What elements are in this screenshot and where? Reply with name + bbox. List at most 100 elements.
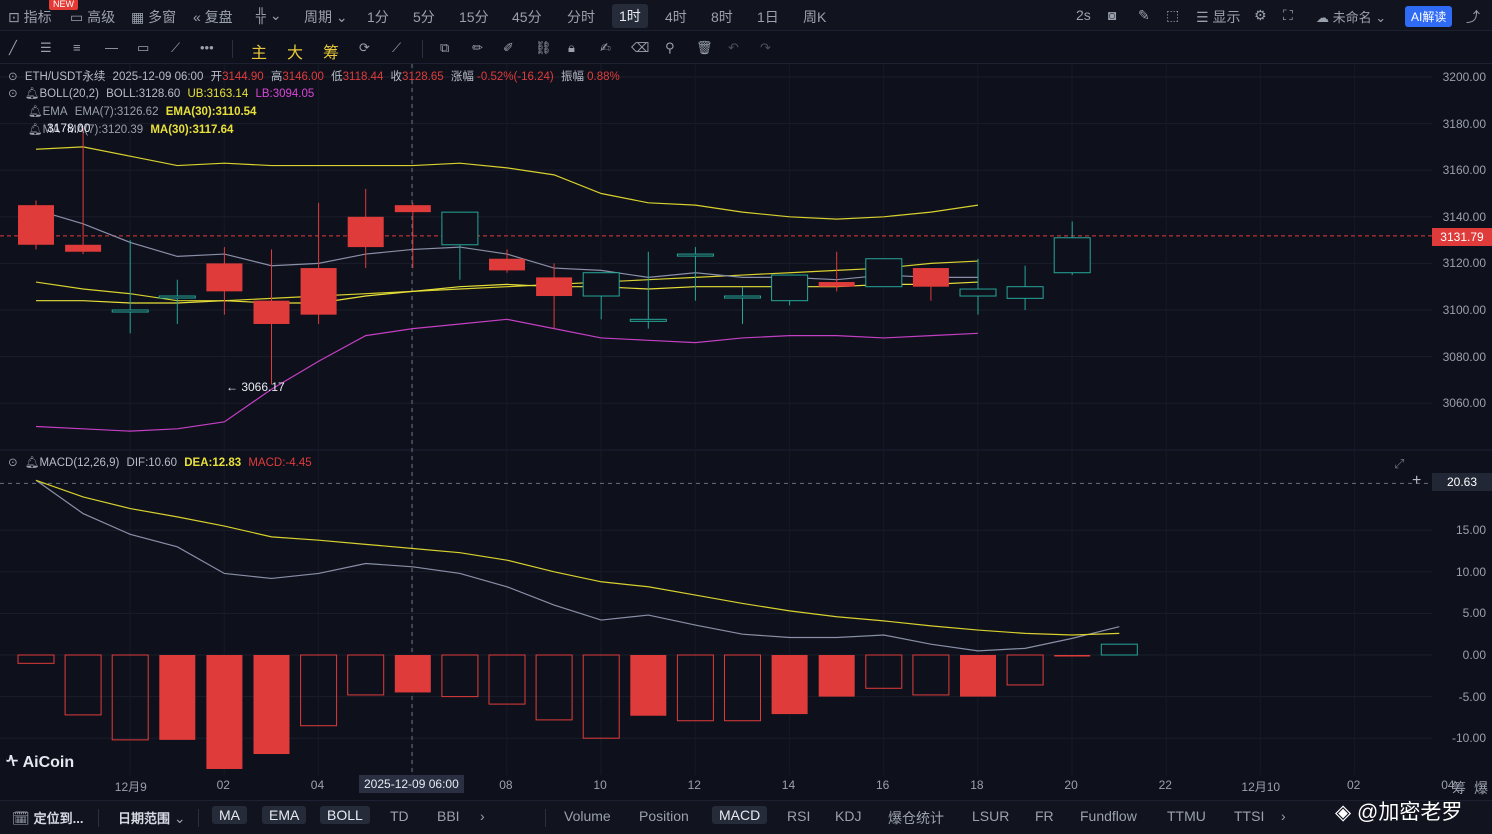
trendline-icon[interactable]: ╱	[9, 40, 17, 55]
chart-canvas[interactable]	[0, 64, 1492, 776]
timeframe-45m[interactable]: 45分	[512, 9, 542, 25]
sub-indicator-lsur[interactable]: LSUR	[972, 808, 1010, 824]
time-axis-label: 10	[593, 778, 607, 792]
main-indicator-bbi[interactable]: BBI	[437, 808, 460, 824]
sub-indicator-volume[interactable]: Volume	[564, 808, 611, 824]
bell-icon[interactable]: 🔔︎	[28, 106, 43, 118]
refresh-interval[interactable]: 2s	[1076, 7, 1091, 23]
note-icon[interactable]: ✍	[600, 40, 611, 55]
sub-indicator-ttsi[interactable]: TTSI	[1234, 808, 1265, 824]
replay-menu[interactable]: « 复盘	[193, 7, 233, 27]
sub-indicator-position[interactable]: Position	[639, 808, 689, 824]
select-icon[interactable]: ⬚	[1166, 7, 1180, 23]
ema-legend: 🔔︎EMA EMA(7):3126.62 EMA(30):3110.54	[28, 104, 260, 118]
period-menu[interactable]: 周期 ⌄	[304, 7, 348, 27]
sub-indicator-fr[interactable]: FR	[1035, 808, 1054, 824]
macd-axis-label: -5.00	[1458, 689, 1486, 704]
link-icon[interactable]: ⛓	[535, 40, 552, 55]
chevron-right-icon[interactable]: ›	[480, 808, 485, 824]
bell-icon[interactable]: 🔔︎	[28, 124, 43, 136]
main-indicator-ema[interactable]: EMA	[262, 806, 307, 824]
locate-button[interactable]: 🗓︎ 定位到...	[12, 808, 84, 827]
boll-lb-value: LB:3094.05	[255, 88, 315, 100]
timeframe-week[interactable]: 周K	[803, 9, 827, 25]
ai-analysis-button[interactable]: AI解读	[1405, 6, 1453, 27]
indicator-menu[interactable]: ⊡ 指标	[8, 7, 52, 27]
sync-icon[interactable]: ⟳	[359, 40, 370, 55]
timeframe-4h[interactable]: 4时	[665, 9, 687, 25]
sub-indicator-rsi[interactable]: RSI	[787, 808, 811, 824]
collapse-icon[interactable]: ⊙	[8, 457, 18, 469]
timeframe-intraday[interactable]: 分时	[567, 9, 595, 25]
price-axis-label: 3200.00	[1442, 70, 1486, 84]
pen-icon[interactable]: ✏	[472, 40, 483, 55]
timeframe-5m[interactable]: 5分	[413, 9, 435, 25]
collapse-icon[interactable]: ⊙	[8, 71, 18, 83]
collapse-icon[interactable]: ⊙	[8, 88, 18, 100]
timeframe-1h[interactable]: 1时	[612, 4, 648, 28]
ma-legend: 🔔︎MA MA(7):3120.39 MA(30):3117.64	[28, 122, 237, 136]
horizontal-line-icon[interactable]: —	[105, 40, 118, 55]
fullscreen-icon[interactable]: ⛶	[1283, 7, 1293, 23]
chevron-down-icon: ⌄	[173, 810, 186, 826]
binance-logo-icon: ◈	[1335, 801, 1352, 824]
chart-type-menu[interactable]: ╬ ⌄	[256, 7, 282, 24]
amplitude-label: 振幅	[560, 71, 584, 83]
sub-indicator-kdj[interactable]: KDJ	[835, 808, 862, 824]
aicoin-watermark: ᠰ AiCoin	[6, 744, 74, 772]
brush-icon[interactable]: ✐	[503, 40, 514, 55]
measure-icon[interactable]: ⟋	[392, 40, 402, 55]
edit-icon[interactable]: ✎	[1138, 7, 1150, 23]
rectangle-icon[interactable]: ▭	[137, 40, 150, 55]
main-indicator-ma[interactable]: MA	[212, 806, 247, 824]
copy-icon[interactable]: ⧉	[440, 40, 450, 55]
undo-icon[interactable]: ↶	[728, 40, 739, 55]
liquidation-corner-label[interactable]: 爆	[1474, 780, 1488, 796]
trash-icon[interactable]: 🗑︎	[696, 40, 713, 55]
divider	[545, 809, 546, 827]
maximize-pane-icon[interactable]: ⤢	[1394, 456, 1405, 471]
horizontal-lines-icon[interactable]: ≡	[73, 40, 81, 55]
eraser-icon[interactable]: ⌫	[631, 40, 650, 55]
main-force-tool[interactable]: 主	[251, 45, 268, 62]
macd-bar	[159, 655, 196, 740]
display-menu[interactable]: ☰ 显示	[1196, 7, 1240, 27]
sub-indicator-fundflow[interactable]: Fundflow	[1080, 808, 1137, 824]
timeframe-15m[interactable]: 15分	[459, 9, 489, 25]
layout-menu[interactable]: ☁ 未命名 ⌄	[1316, 7, 1386, 26]
ema30-value: EMA(30):3110.54	[165, 106, 257, 118]
timeframe-8h[interactable]: 8时	[711, 9, 733, 25]
parallel-lines-icon[interactable]: ☰	[40, 40, 52, 55]
timeframe-1m[interactable]: 1分	[367, 9, 389, 25]
settings-icon[interactable]: ⚙	[1254, 7, 1267, 23]
add-icon[interactable]: +	[1412, 472, 1422, 489]
advanced-menu[interactable]: ▭ 高级	[70, 7, 115, 27]
boll-name: BOLL(20,2)	[39, 88, 99, 100]
chip-corner-label[interactable]: 筹	[1452, 780, 1466, 796]
share-icon[interactable]: ⤴	[1466, 9, 1480, 25]
big-order-tool[interactable]: 大	[287, 45, 304, 62]
bell-icon[interactable]: 🔔︎	[24, 457, 40, 469]
candle-body	[818, 282, 855, 287]
camera-icon[interactable]: ◙	[1108, 7, 1117, 23]
chevron-right-icon[interactable]: ›	[1281, 808, 1286, 824]
sub-indicator-macd[interactable]: MACD	[712, 806, 768, 824]
bell-icon[interactable]: 🔔︎	[24, 88, 40, 100]
dea-value: DEA:12.83	[184, 457, 242, 469]
sub-indicator-ttmu[interactable]: TTMU	[1167, 808, 1206, 824]
lock-icon[interactable]: 🔒︎	[568, 40, 575, 55]
candle-body	[18, 205, 54, 245]
multi-window-menu[interactable]: ▦ 多窗	[131, 7, 176, 27]
chevron-down-icon: ⌄	[335, 9, 348, 25]
candle-body	[394, 205, 431, 213]
filter-icon[interactable]: ⚲	[665, 40, 675, 55]
ray-icon[interactable]: ⟋	[171, 40, 181, 55]
main-indicator-boll[interactable]: BOLL	[320, 806, 370, 824]
timeframe-1d[interactable]: 1日	[757, 9, 779, 25]
chip-tool[interactable]: 筹	[323, 45, 340, 62]
more-tools-icon[interactable]: •••	[200, 40, 214, 55]
sub-indicator-liquidation[interactable]: 爆仓统计	[888, 810, 944, 826]
redo-icon[interactable]: ↷	[760, 40, 771, 55]
date-range-button[interactable]: 日期范围 ⌄	[118, 808, 186, 827]
main-indicator-td[interactable]: TD	[390, 808, 409, 824]
